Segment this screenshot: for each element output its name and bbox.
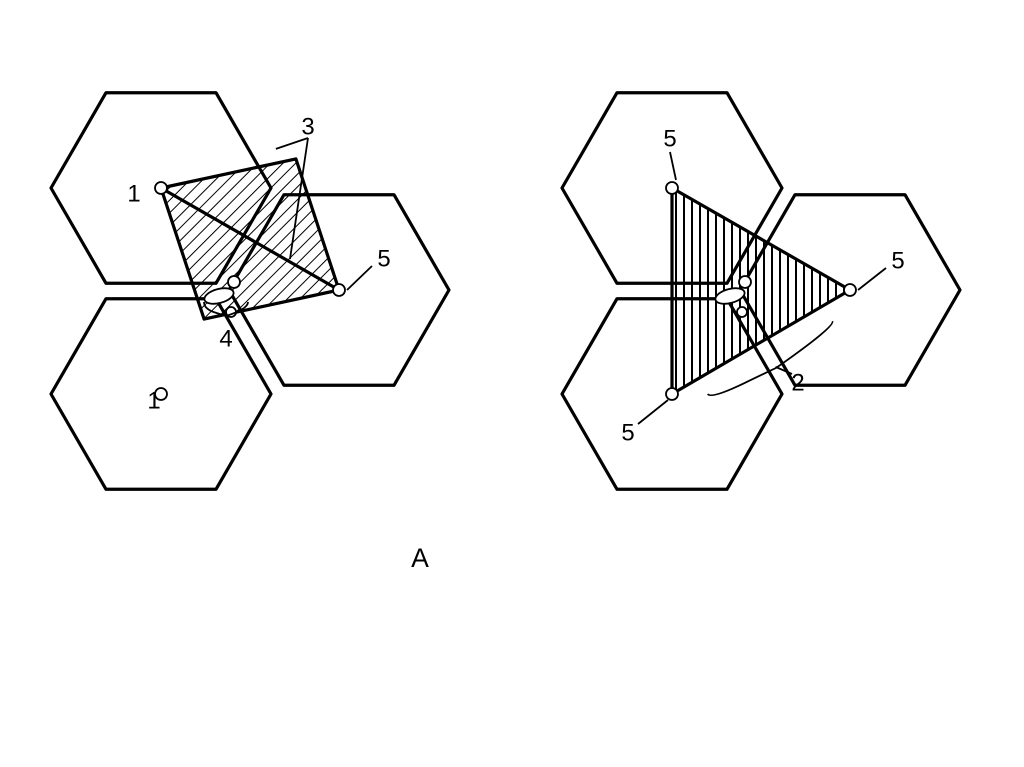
pore-circle xyxy=(737,307,747,317)
triangle xyxy=(672,188,850,394)
pore-circle xyxy=(228,276,240,288)
label: 2 xyxy=(791,369,804,396)
leader-line xyxy=(670,152,676,180)
leader-line xyxy=(858,268,886,290)
leader-line xyxy=(276,138,308,149)
label: 5 xyxy=(621,419,634,446)
label: 4 xyxy=(219,325,232,352)
pore-circle xyxy=(739,276,751,288)
center-dot xyxy=(333,284,345,296)
center-dot xyxy=(844,284,856,296)
label: 5 xyxy=(663,125,676,152)
center-dot xyxy=(666,182,678,194)
leader-line xyxy=(638,400,668,424)
panel-label: A xyxy=(411,543,429,573)
label: 5 xyxy=(891,247,904,274)
label: 1 xyxy=(147,387,160,414)
center-dot xyxy=(155,182,167,194)
center-dot xyxy=(666,388,678,400)
leader-line xyxy=(347,266,372,290)
label: 3 xyxy=(301,113,314,140)
label: 5 xyxy=(377,245,390,272)
label: 1 xyxy=(127,180,140,207)
